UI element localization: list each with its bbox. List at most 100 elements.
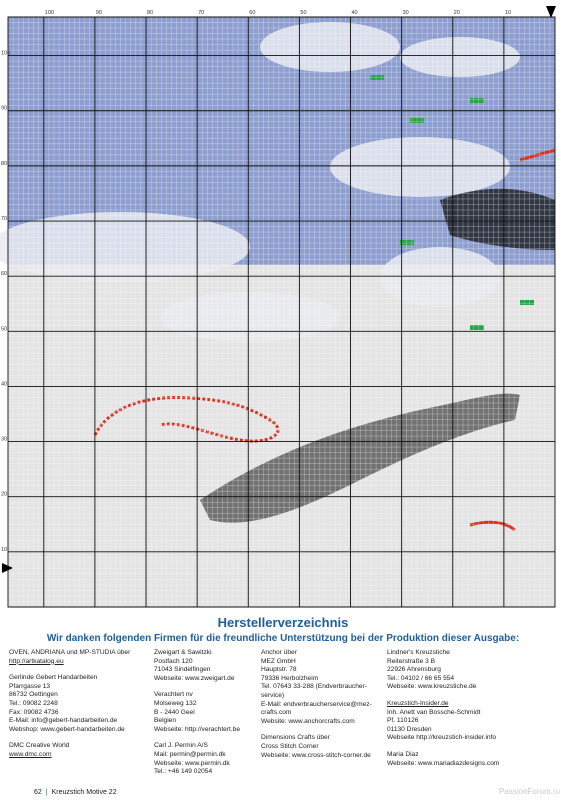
supplier-column-2: Zweigart & Sawitzki Postfach 120 71043 S… <box>154 649 240 785</box>
watermark: PassionForum.ru <box>499 787 560 796</box>
page-footer: 62 | Kreuzstich Motive 22 <box>34 789 117 796</box>
supplier-line: Fax: 09082 4736 <box>9 708 59 716</box>
supplier-line: Carl J. Permin A/S <box>154 742 208 750</box>
cloud-patch <box>380 247 500 307</box>
supplier-line: Zweigart & Sawitzki <box>154 649 212 656</box>
top-ruler-label: 10 <box>505 10 511 16</box>
supplier-line: Tel.: 09082 2248 <box>9 699 58 707</box>
supplier-link[interactable]: Website: www.anchorcrafts.com <box>261 717 355 725</box>
supplier-block: Zweigart & Sawitzki Postfach 120 71043 S… <box>154 649 240 683</box>
supplier-line: Pfarrgasse 13 <box>9 682 51 690</box>
supplier-link[interactable]: http://artkatalog.eu <box>9 657 64 665</box>
supplier-block: Gerlinde Gebert Handarbeiten Pfarrgasse … <box>9 674 130 734</box>
supplier-line: Tel.: 04102 / 66 65 554 <box>387 674 455 682</box>
supplier-link[interactable]: Webseite: http://verachtert.be <box>154 725 241 733</box>
directory-title: Herstellerverzeichnis <box>217 615 349 630</box>
supplier-line: Tel.: +46 149 02054 <box>154 768 213 776</box>
supplier-line: Gerlinde Gebert Handarbeiten <box>9 674 98 682</box>
supplier-block: Verachtert nv Molseweg 132 B - 2440 Geel… <box>154 691 240 734</box>
supplier-line: DMC Creative World <box>9 742 70 750</box>
supplier-email[interactable]: E-Mail: endverbraucherservice@mez- <box>261 700 372 708</box>
supplier-line: Inh. Anett van Bossche-Schmidt <box>387 708 481 716</box>
supplier-line: Dimensions Crafts über <box>261 734 330 742</box>
supplier-block: Carl J. Permin A/S Mail: permin@permin.d… <box>154 742 240 776</box>
supplier-line: B - 2440 Geel <box>154 708 195 716</box>
left-ruler-label: 90 <box>1 106 7 112</box>
supplier-line: 01130 Dresden <box>387 725 432 733</box>
supplier-line: service) <box>261 691 285 699</box>
supplier-line: 86732 Oettingen <box>9 691 58 699</box>
magazine-name: Kreuzstich Motive 22 <box>51 789 117 796</box>
supplier-line[interactable]: Kreuzstich-Insider.de <box>387 699 449 707</box>
supplier-link[interactable]: Webseite: www.cross-stitch-corner.de <box>261 751 371 759</box>
left-ruler-label: 20 <box>1 492 7 498</box>
supplier-column-1: OVEN, ANDRIANA und MP-STUDIA über http:/… <box>9 649 130 768</box>
top-ruler: 100 90 80 70 60 50 40 30 20 10 <box>45 10 511 16</box>
top-ruler-label: 80 <box>147 10 153 16</box>
red-outline-shape <box>93 396 280 443</box>
supplier-line: Postfach 120 <box>154 657 193 665</box>
green-accent-mark <box>520 300 534 305</box>
cloud-patch <box>0 212 250 282</box>
supplier-email[interactable]: crafts.com <box>261 709 292 717</box>
left-ruler-label: 40 <box>1 381 7 387</box>
left-ruler-label: 50 <box>1 326 7 332</box>
center-arrow-left-icon <box>2 563 13 573</box>
left-ruler-label: 30 <box>1 437 7 443</box>
supplier-link[interactable]: Webseite http://kreuzstich-insider.info <box>387 734 497 742</box>
top-ruler-label: 60 <box>249 10 255 16</box>
cloud-patch <box>330 137 510 197</box>
manufacturer-directory: Herstellerverzeichnis Wir danken folgend… <box>0 612 566 800</box>
supplier-column-4: Lindner's Kreuzstiche Reiterstraße 3 B 2… <box>387 649 499 776</box>
supplier-block: Kreuzstich-Insider.de Inh. Anett van Bos… <box>387 700 499 743</box>
supplier-line: Tel. 07643 33-288 (Endverbraucher- <box>261 683 367 691</box>
directory-subtitle: Wir danken folgenden Firmen für die freu… <box>46 633 520 644</box>
supplier-line: Lindner's Kreuzstiche <box>387 649 450 656</box>
supplier-line: 71043 Sindelfingen <box>154 666 211 674</box>
supplier-block: Maria Diaz Webseite: www.mariadiazdesign… <box>387 751 499 768</box>
top-ruler-label: 30 <box>403 10 409 16</box>
supplier-line: Molseweg 132 <box>154 699 197 707</box>
supplier-link[interactable]: Webseite: www.mariadiazdesigns.com <box>387 759 500 767</box>
left-ruler-label: 100 <box>1 51 10 57</box>
supplier-link[interactable]: Webshop: www.gebert-handarbeiten.de <box>9 725 125 733</box>
left-ruler-label: 60 <box>1 271 7 277</box>
supplier-column-3: Anchor über MEZ GmbH Hauptstr. 78 79336 … <box>261 649 372 768</box>
supplier-line: Belgien <box>154 717 176 725</box>
supplier-line: 22926 Ahrensburg <box>387 666 441 674</box>
supplier-line: Maria Diaz <box>387 750 419 758</box>
green-accent-mark <box>470 325 484 330</box>
supplier-line: Verachtert nv <box>154 691 193 699</box>
supplier-link[interactable]: Webseite: www.permin.dk <box>154 759 230 767</box>
supplier-line: MEZ GmbH <box>261 657 296 665</box>
left-ruler: 100 90 80 70 60 50 40 30 20 10 <box>1 51 10 553</box>
supplier-link[interactable]: www.dmc.com <box>9 750 52 758</box>
supplier-link[interactable]: Webseite: www.zweigart.de <box>154 674 235 682</box>
supplier-line: Anchor über <box>261 649 297 656</box>
supplier-email[interactable]: E-Mail: info@gebert-handarbeiten.de <box>9 717 118 725</box>
cloud-patch <box>160 292 340 342</box>
supplier-block: Dimensions Crafts über Cross Stitch Corn… <box>261 734 372 760</box>
supplier-line: Reiterstraße 3 B <box>387 657 436 665</box>
supplier-link[interactable]: Webseite: www.kreuzstiche.de <box>387 683 477 691</box>
page-number: 62 <box>34 789 42 796</box>
dark-wing-shape <box>440 188 555 250</box>
supplier-block: DMC Creative World www.dmc.com <box>9 742 130 759</box>
footer-divider: | <box>45 789 48 796</box>
top-ruler-label: 50 <box>300 10 306 16</box>
supplier-line: OVEN, ANDRIANA und MP-STUDIA über <box>9 649 131 656</box>
supplier-email[interactable]: Mail: permin@permin.dk <box>154 750 226 758</box>
center-arrow-top-icon <box>546 6 556 18</box>
red-accent-mark <box>469 520 516 532</box>
top-ruler-label: 40 <box>352 10 358 16</box>
top-ruler-label: 20 <box>454 10 460 16</box>
left-ruler-label: 70 <box>1 216 7 222</box>
green-accent-mark <box>470 98 484 103</box>
supplier-line: Pf. 110126 <box>387 717 419 725</box>
supplier-line: 79336 Herbolzheim <box>261 674 319 682</box>
supplier-block: OVEN, ANDRIANA und MP-STUDIA über http:/… <box>9 649 130 666</box>
supplier-line: Hauptstr. 78 <box>261 666 297 674</box>
green-accent-mark <box>400 240 414 245</box>
left-ruler-label: 80 <box>1 161 7 167</box>
cloud-patch <box>400 37 520 77</box>
